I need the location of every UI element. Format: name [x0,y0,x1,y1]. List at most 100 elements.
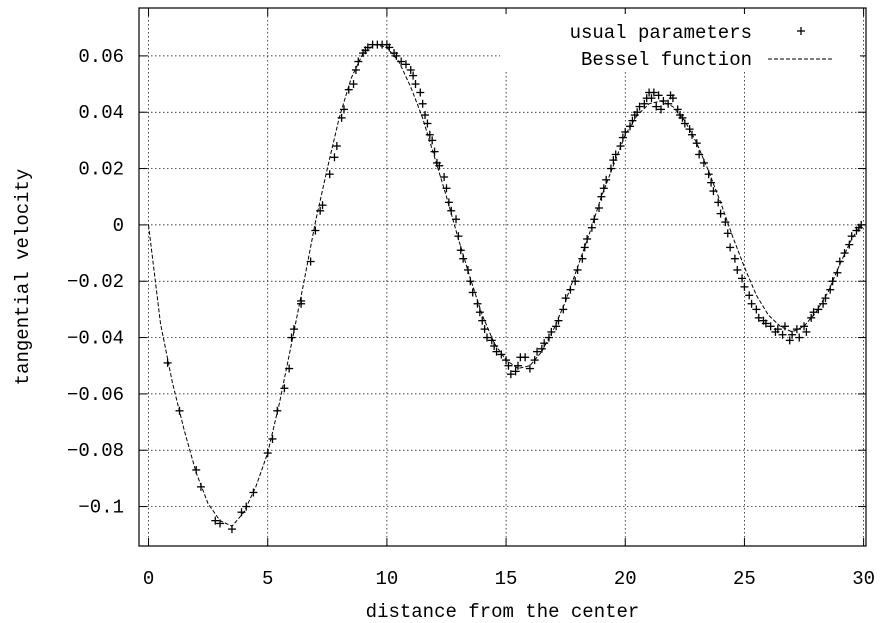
bessel-function-line [148,44,862,527]
data-point-marker [425,130,434,139]
data-point-marker [802,327,811,336]
data-point-marker [349,80,358,89]
tick-labels: 0 5 10 15 20 25 30 0.06 0.04 0.02 0 −0.02 −0.04 −0.06… [67,46,875,590]
legend-background [500,14,860,70]
data-point-marker [337,113,346,122]
data-point-marker [511,367,520,376]
data-point-marker [633,108,642,117]
data-point-marker [428,136,437,145]
data-point-marker [175,406,184,415]
data-point-marker [792,325,801,334]
data-point-marker [723,229,732,238]
data-point-marker [273,406,282,415]
data-point-marker [440,173,449,182]
data-point-marker [778,330,787,339]
y-axis-label: tangential velocity [12,169,34,386]
data-point-marker [609,156,618,165]
data-point-marker [814,305,823,314]
data-point-marker [707,178,716,187]
data-point-marker [807,313,816,322]
data-point-marker [530,356,539,365]
data-point-marker [447,206,456,215]
data-point-marker [192,465,201,474]
grid [139,8,866,546]
data-point-marker [401,60,410,69]
data-point-marker [826,285,835,294]
data-point-marker [397,57,406,66]
plot-area [148,40,866,534]
data-point-marker [845,240,854,249]
legend-key-plus-marker [797,27,805,35]
data-point-marker [587,223,596,232]
data-point-marker [685,125,694,134]
data-point-marker [418,99,427,108]
data-point-marker [626,122,635,131]
data-point-marker [597,192,606,201]
data-point-marker [263,449,272,458]
data-point-marker [463,265,472,274]
data-point-marker [554,316,563,325]
data-point-marker [163,358,172,367]
data-point-marker [840,249,849,258]
data-point-marker [726,243,735,252]
data-point-marker [249,488,258,497]
data-point-marker [289,325,298,334]
data-point-marker [521,353,530,362]
data-point-marker [809,308,818,317]
data-point-marker [647,94,656,103]
data-point-marker [506,370,515,379]
data-point-marker [332,142,341,151]
data-point-marker [673,105,682,114]
data-point-marker [533,347,542,356]
data-point-marker [459,254,468,263]
data-point-marker [473,299,482,308]
data-point-marker [435,161,444,170]
data-point-marker [385,43,394,52]
data-point-marker [668,94,677,103]
y-tick-label: 0.04 [78,102,124,124]
data-point-marker [766,322,775,331]
data-point-marker [740,282,749,291]
data-point-marker [452,215,461,224]
data-point-marker [635,102,644,111]
data-point-marker [687,130,696,139]
legend-label-usual-parameters: usual parameters [570,22,752,44]
data-point-marker [659,96,668,105]
data-point-marker [747,299,756,308]
data-point-marker [785,336,794,345]
data-point-marker [552,322,561,331]
data-point-marker [444,198,453,207]
data-point-marker [544,333,553,342]
data-point-marker [800,322,809,331]
data-point-marker [628,116,637,125]
x-tick-label: 10 [375,568,398,590]
data-point-marker [409,71,418,80]
y-tick-label: −0.06 [67,384,124,406]
data-point-marker [561,294,570,303]
data-point-marker [537,344,546,353]
data-point-marker [721,218,730,227]
data-point-marker [504,361,513,370]
data-point-marker [649,88,658,97]
data-point-marker [580,243,589,252]
data-point-marker [456,246,465,255]
data-point-marker [242,502,251,511]
data-point-marker [680,119,689,128]
y-tick-label: 0.02 [78,159,124,181]
data-point-marker [480,325,489,334]
data-point-marker [714,198,723,207]
data-point-marker [268,434,277,443]
data-point-marker [468,288,477,297]
data-point-marker [454,232,463,241]
data-point-marker [559,305,568,314]
data-point-marker [730,254,739,263]
data-point-marker [492,347,501,356]
data-point-marker [621,127,630,136]
data-point-marker [285,364,294,373]
data-point-marker [330,153,339,162]
data-point-marker [487,336,496,345]
x-tick-label: 30 [852,568,875,590]
data-point-marker [344,85,353,94]
data-point-marker [733,265,742,274]
data-point-marker [490,342,499,351]
